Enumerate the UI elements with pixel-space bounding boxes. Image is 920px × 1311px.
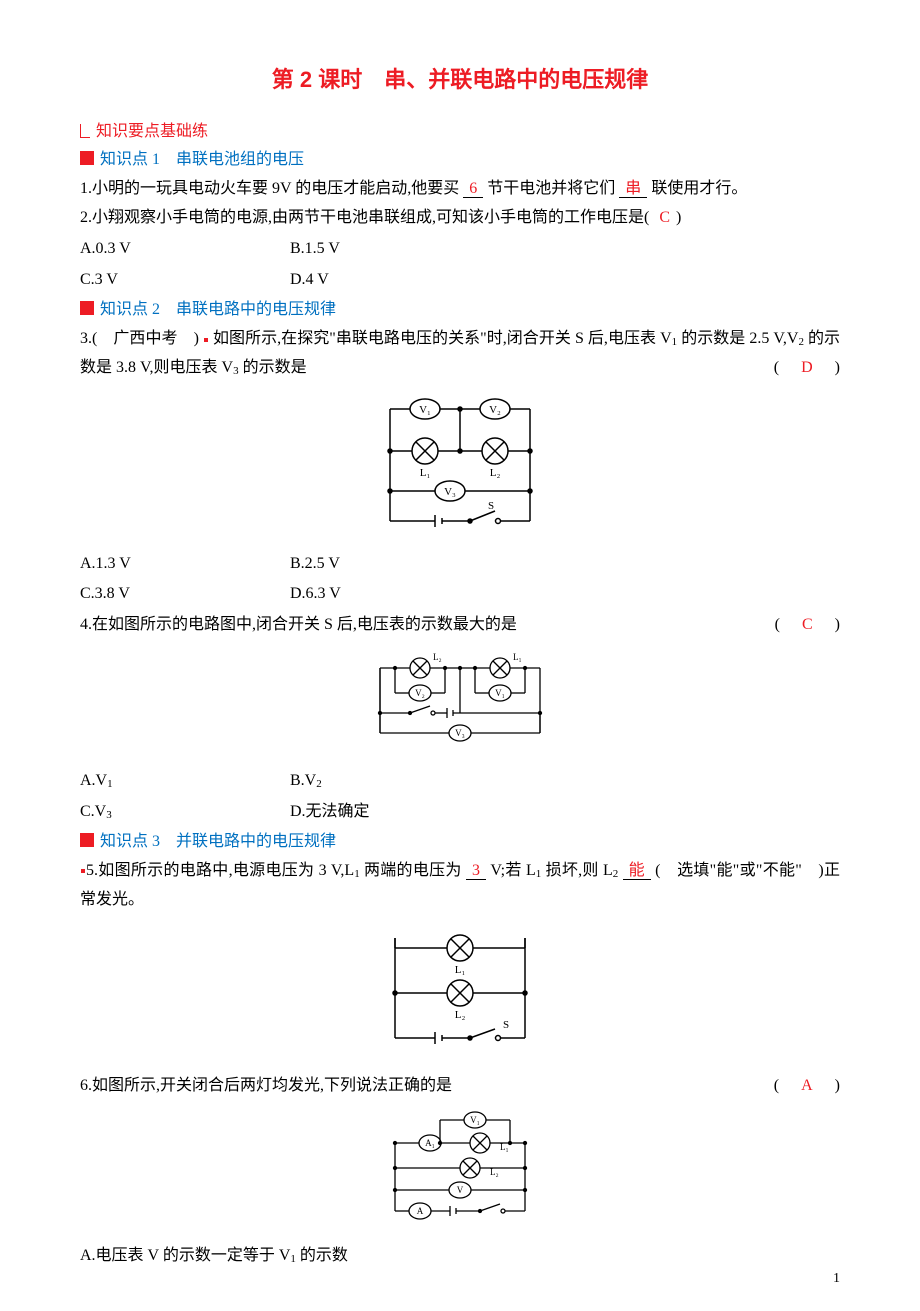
q1-blank2: 串 [619,180,647,198]
close-paren: ) [676,209,681,226]
q3-c: 的示数是 2.5 V,V [681,330,798,347]
q3-options-row2: C.3.8 V D.6.3 V [80,580,840,609]
svg-text:A₁: A₁ [425,1138,435,1148]
q6-option-a: A.电压表 V 的示数一定等于 V1 的示数 [80,1242,840,1271]
q4-opt-c: C.V3 [80,798,200,827]
q4-text: 4.在如图所示的电路图中,闭合开关 S 后,电压表的示数最大的是 [80,616,517,633]
q5-mid2: V;若 L [490,862,535,879]
svg-text:S: S [503,1019,509,1031]
q5-pre: 5.如图所示的电路中,电源电压为 3 V,L [86,862,354,879]
kp1-label: 知识点 1 串联电池组的电压 [100,151,304,168]
q2-text: 2.小翔观察小手电筒的电源,由两节干电池串联组成,可知该小手电筒的工作电压是( [80,209,649,226]
svg-text:L₂: L₂ [490,467,501,479]
q2-answer: C [653,209,676,226]
svg-text:L₁: L₁ [513,652,522,662]
svg-text:V₃: V₃ [455,728,465,738]
svg-text:V₁: V₁ [495,688,505,698]
kp3-heading: 知识点 3 并联电路中的电压规律 [80,828,840,857]
svg-text:L₁: L₁ [420,467,431,479]
kp3-label: 知识点 3 并联电路中的电压规律 [100,833,336,850]
q6-paren: ( A ) [774,1072,840,1101]
question-6: 6.如图所示,开关闭合后两灯均发光,下列说法正确的是 ( A ) [80,1072,840,1101]
svg-text:L₁: L₁ [455,964,466,976]
q4-figure: L₂ L₁ V₂ V₁ V₃ [80,648,840,759]
q2-opt-d: D.4 V [290,266,410,295]
question-1: 1.小明的一玩具电动火车要 9V 的电压才能启动,他要买 6 节干电池并将它们 … [80,175,840,204]
svg-text:V₃: V₃ [444,486,456,498]
square-icon [80,151,94,165]
q5-blank1: 3 [466,862,486,880]
svg-text:L₂: L₂ [433,652,442,662]
q3-e: 的示数是 [243,359,307,376]
q6-text: 6.如图所示,开关闭合后两灯均发光,下列说法正确的是 [80,1077,452,1094]
page-title: 第 2 课时 串、并联电路中的电压规律 [80,60,840,100]
svg-text:V₁: V₁ [470,1115,480,1125]
q5-mid3: 损坏,则 L [546,862,613,879]
svg-text:L₂: L₂ [455,1009,466,1021]
svg-text:V₂: V₂ [415,688,425,698]
q1-pre: 1.小明的一玩具电动火车要 9V 的电压才能启动,他要买 [80,180,459,197]
q2-opt-c: C.3 V [80,266,200,295]
q5-blank2: 能 [623,862,651,880]
square-icon [80,833,94,847]
q3-opt-d: D.6.3 V [290,580,410,609]
q5-figure: L₁ L₂ S [80,923,840,1064]
q4-opt-b: B.V2 [290,767,410,796]
q6-opta-post: 的示数 [300,1247,348,1264]
q4-answer: C [796,616,819,633]
q3-b: 如图所示,在探究"串联电路电压的关系"时,闭合开关 S 后,电压表 V [213,330,672,347]
q3-opt-c: C.3.8 V [80,580,200,609]
q4-paren: ( C ) [775,611,840,640]
page-number: 1 [833,1266,840,1291]
question-5: 5.如图所示的电路中,电源电压为 3 V,L1 两端的电压为 3 V;若 L1 … [80,857,840,915]
q4-options-row2: C.V3 D.无法确定 [80,798,840,827]
kp1-heading: 知识点 1 串联电池组的电压 [80,146,840,175]
q2-options-row2: C.3 V D.4 V [80,266,840,295]
svg-text:V₁: V₁ [419,404,431,416]
section-basics-label: 知识要点基础练 [96,123,208,140]
q2-opt-b: B.1.5 V [290,235,410,264]
dot-icon [204,338,208,342]
q3-paren: ( D ) [774,354,840,383]
q6-figure: V₁ A₁ L₁ L₂ V A [80,1108,840,1234]
q3-opt-b: B.2.5 V [290,550,410,579]
svg-text:V₂: V₂ [489,404,501,416]
q3-a: 3.( 广西中考 ) [80,330,199,347]
kp2-label: 知识点 2 串联电路中的电压规律 [100,301,336,318]
corner-icon [80,124,90,138]
q3-figure: V₁ V₂ L₁ L₂ V₃ S [80,391,840,542]
section-basics: 知识要点基础练 [80,118,840,147]
q2-options-row1: A.0.3 V B.1.5 V [80,235,840,264]
q4-opt-a: A.V1 [80,767,200,796]
question-3: 3.( 广西中考 ) 如图所示,在探究"串联电路电压的关系"时,闭合开关 S 后… [80,325,840,383]
q3-options-row1: A.1.3 V B.2.5 V [80,550,840,579]
q3-opt-a: A.1.3 V [80,550,200,579]
square-icon [80,301,94,315]
dot-icon [81,869,85,873]
svg-text:V: V [457,1185,464,1195]
q2-opt-a: A.0.3 V [80,235,200,264]
q1-post: 联使用才行。 [651,180,747,197]
svg-text:A: A [417,1206,424,1216]
question-4: 4.在如图所示的电路图中,闭合开关 S 后,电压表的示数最大的是 ( C ) [80,611,840,640]
q1-mid: 节干电池并将它们 [487,180,615,197]
q5-mid1: 两端的电压为 [364,862,462,879]
q4-opt-d: D.无法确定 [290,798,410,827]
svg-text:S: S [488,500,494,512]
q6-opta-pre: A.电压表 V 的示数一定等于 V [80,1247,290,1264]
q4-options-row1: A.V1 B.V2 [80,767,840,796]
q6-answer: A [795,1077,819,1094]
kp2-heading: 知识点 2 串联电路中的电压规律 [80,296,840,325]
q1-blank1: 6 [463,180,483,198]
q3-answer: D [795,359,819,376]
question-2: 2.小翔观察小手电筒的电源,由两节干电池串联组成,可知该小手电筒的工作电压是( … [80,204,840,233]
